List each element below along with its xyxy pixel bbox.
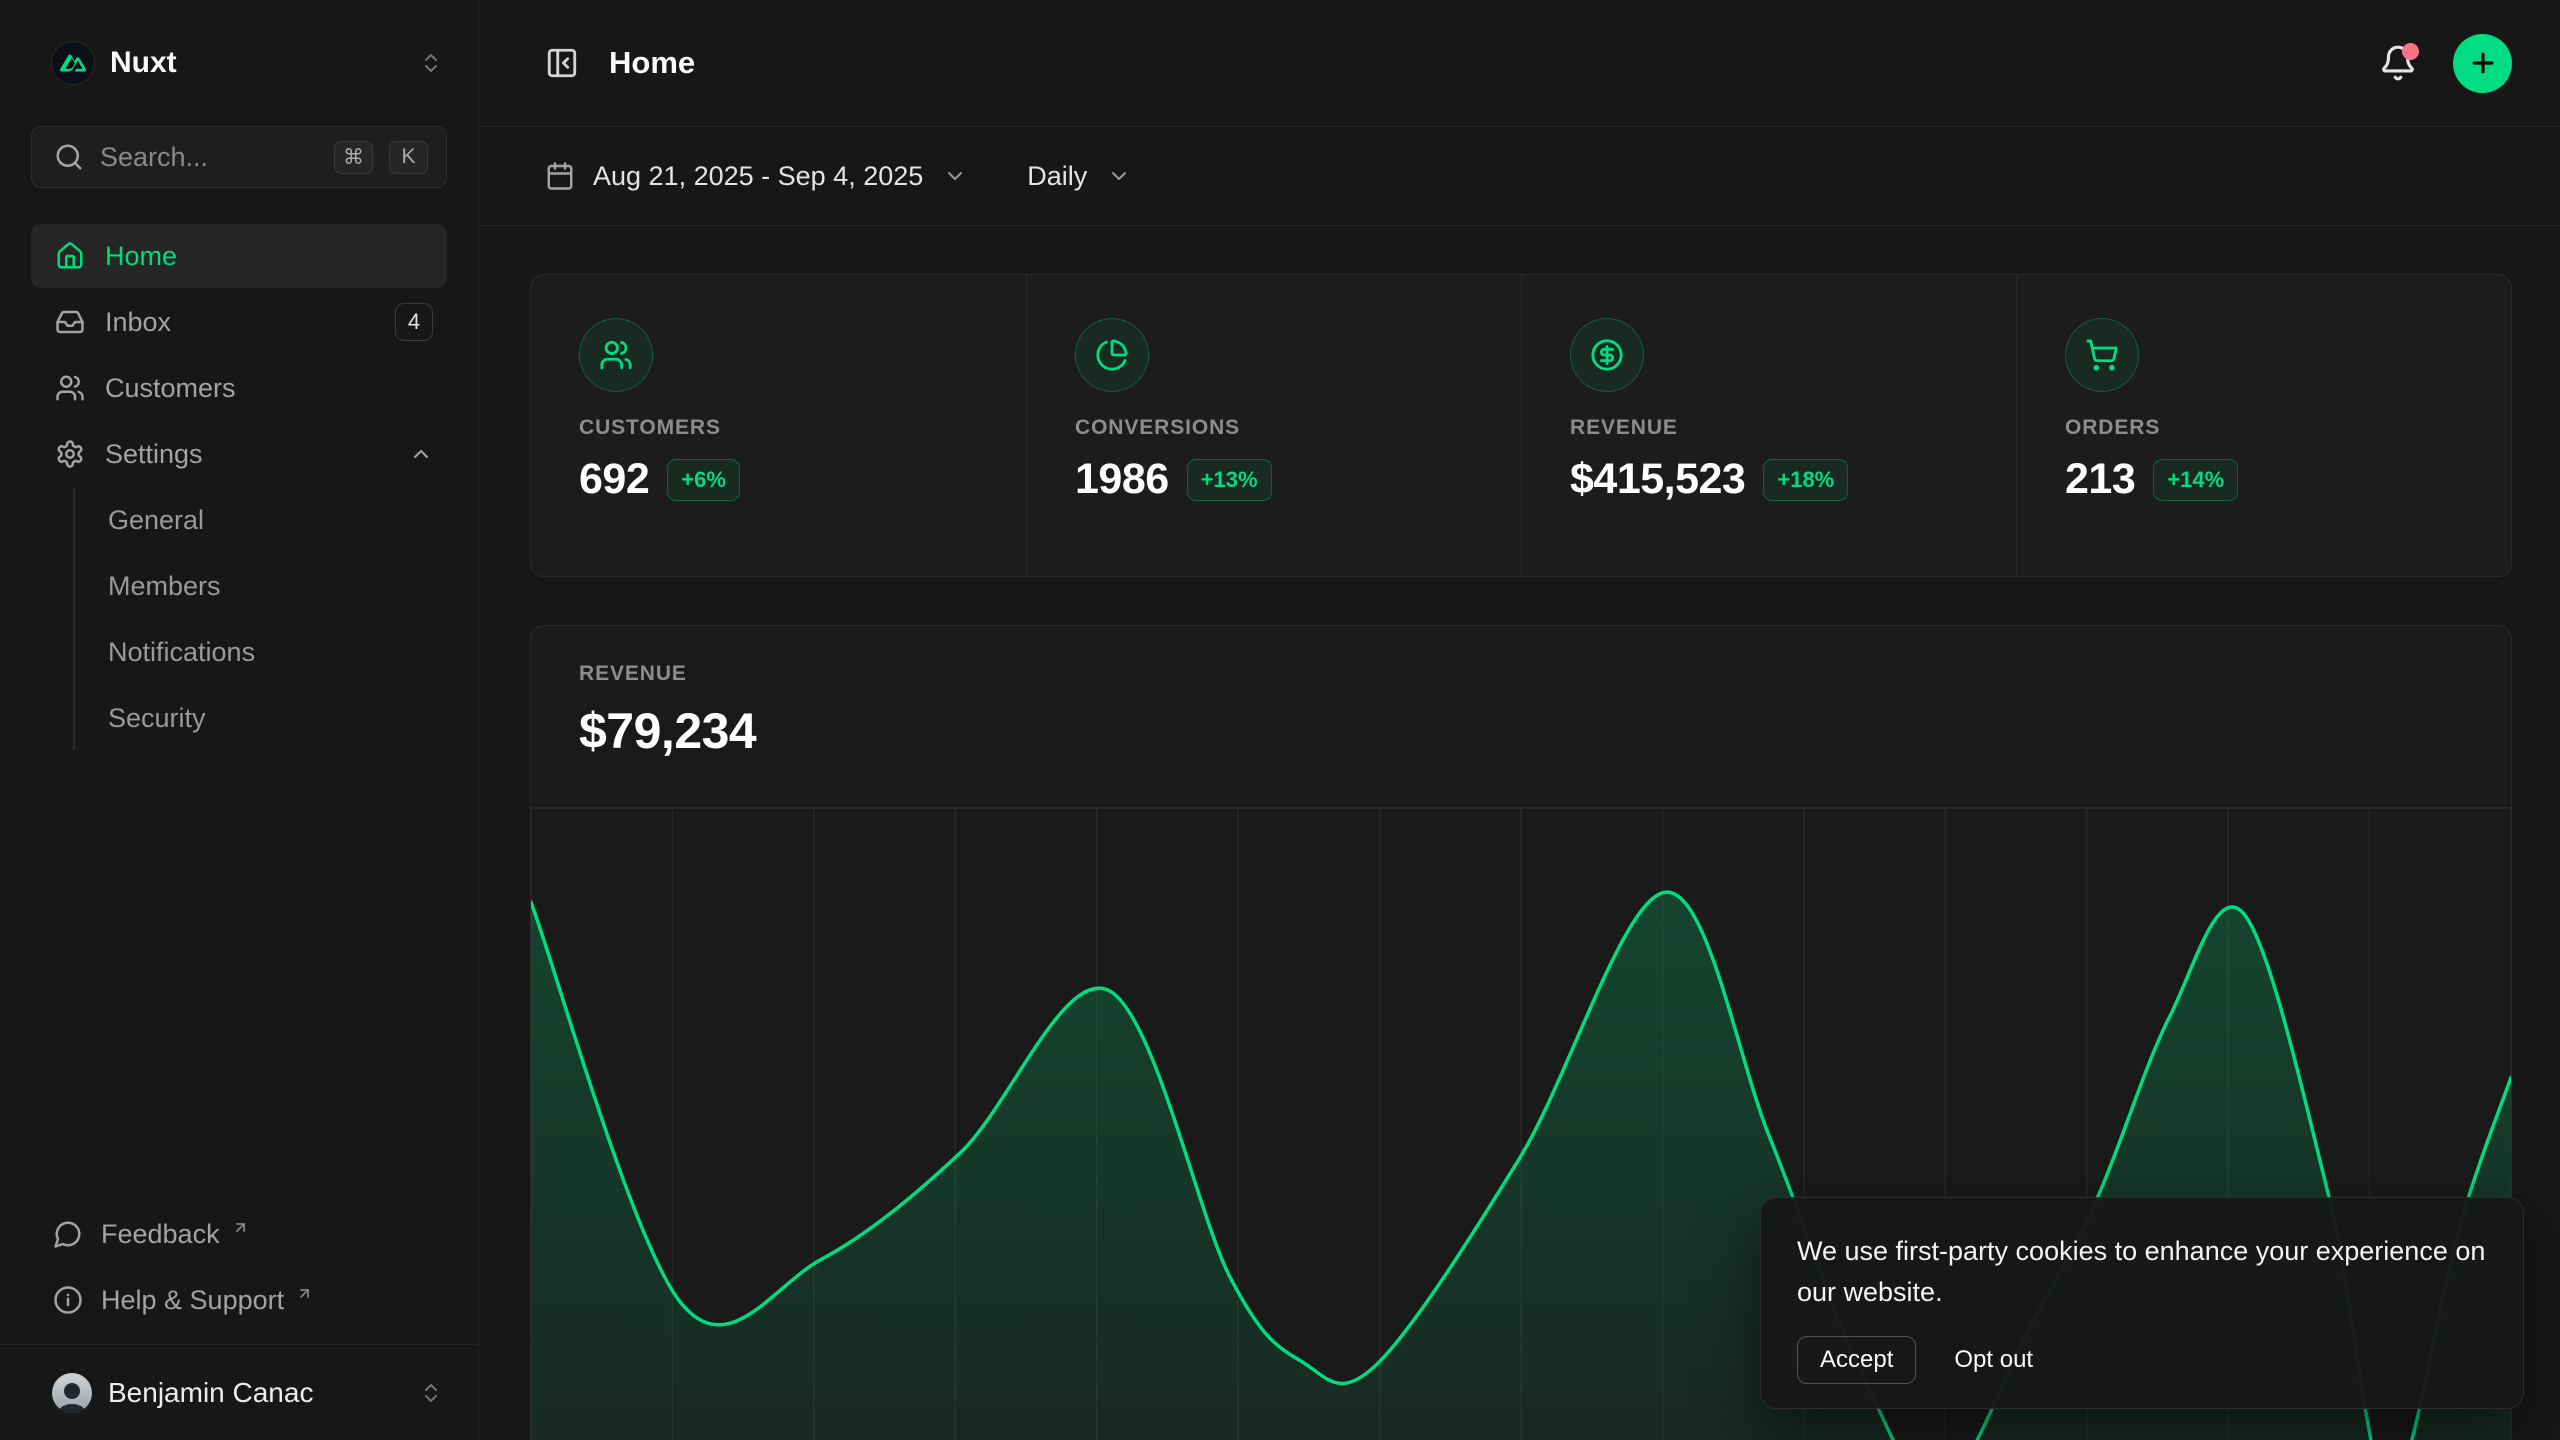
feedback-label: Feedback	[101, 1219, 220, 1250]
sidebar-nav: Home Inbox 4 Customers Settings General …	[31, 224, 447, 752]
user-menu[interactable]: Benjamin Canac	[31, 1345, 447, 1440]
info-circle-icon	[53, 1285, 83, 1315]
gear-icon	[55, 439, 85, 469]
granularity-select[interactable]: Daily	[1027, 161, 1131, 192]
collapse-sidebar-icon[interactable]	[545, 46, 579, 80]
sidebar: Nuxt Search... ⌘ K Home Inbox 4 Customer…	[0, 0, 479, 1440]
subnav-label: Members	[108, 571, 221, 602]
date-range-picker[interactable]: Aug 21, 2025 - Sep 4, 2025	[545, 161, 967, 192]
granularity-value: Daily	[1027, 161, 1087, 192]
message-circle-icon	[53, 1219, 83, 1249]
settings-subnav: General Members Notifications Security	[73, 488, 447, 750]
filters-toolbar: Aug 21, 2025 - Sep 4, 2025 Daily	[479, 127, 2560, 226]
sidebar-item-members[interactable]: Members	[106, 554, 447, 618]
optout-cookies-button[interactable]: Opt out	[1954, 1346, 2033, 1374]
subnav-label: Notifications	[108, 637, 255, 668]
user-name: Benjamin Canac	[108, 1377, 403, 1409]
search-placeholder: Search...	[100, 142, 318, 173]
stat-card-conversions: CONVERSIONS 1986 +13%	[1026, 275, 1521, 576]
sidebar-item-customers[interactable]: Customers	[31, 356, 447, 420]
external-link-arrow-icon	[232, 1219, 249, 1236]
notifications-button[interactable]	[2379, 44, 2417, 82]
avatar	[52, 1373, 92, 1413]
stat-label: ORDERS	[2065, 416, 2475, 440]
users-icon	[55, 373, 85, 403]
stat-card-customers: CUSTOMERS 692 +6%	[531, 275, 1026, 576]
chart-header: REVENUE $79,234	[531, 626, 2511, 760]
inbox-count-badge: 4	[395, 303, 433, 341]
chevrons-up-down-icon	[419, 51, 443, 75]
sidebar-item-label: Inbox	[105, 307, 171, 338]
help-support-label: Help & Support	[101, 1285, 284, 1316]
sidebar-item-label: Home	[105, 241, 177, 272]
external-link-arrow-icon	[296, 1285, 313, 1302]
kbd-command: ⌘	[334, 141, 373, 174]
sidebar-item-general[interactable]: General	[106, 488, 447, 552]
cookie-actions: Accept Opt out	[1797, 1336, 2487, 1384]
subnav-label: General	[108, 505, 204, 536]
date-range-value: Aug 21, 2025 - Sep 4, 2025	[593, 161, 923, 192]
chevron-down-icon	[943, 164, 967, 188]
sidebar-item-home[interactable]: Home	[31, 224, 447, 288]
cookie-banner: We use first-party cookies to enhance yo…	[1760, 1197, 2524, 1409]
search-input[interactable]: Search... ⌘ K	[31, 126, 447, 188]
sidebar-item-label: Settings	[105, 439, 203, 470]
home-icon	[55, 241, 85, 271]
cookie-message: We use first-party cookies to enhance yo…	[1797, 1231, 2487, 1312]
stat-value: $415,523	[1570, 455, 1745, 504]
chart-total-value: $79,234	[579, 702, 2511, 760]
notification-dot	[2402, 43, 2419, 60]
sidebar-item-label: Customers	[105, 373, 236, 404]
stat-label: REVENUE	[1570, 416, 1980, 440]
shopping-cart-icon	[2065, 318, 2139, 392]
nuxt-logo-icon	[52, 42, 94, 84]
add-button[interactable]	[2453, 34, 2512, 93]
accept-cookies-button[interactable]: Accept	[1797, 1336, 1916, 1384]
users-icon	[579, 318, 653, 392]
search-icon	[54, 142, 84, 172]
subnav-label: Security	[108, 703, 206, 734]
workspace-name: Nuxt	[110, 46, 403, 80]
calendar-icon	[545, 161, 575, 191]
stat-label: CONVERSIONS	[1075, 416, 1485, 440]
sidebar-item-settings[interactable]: Settings	[31, 422, 447, 486]
chevron-up-icon	[409, 442, 433, 466]
stat-delta-badge: +13%	[1187, 459, 1272, 501]
chevrons-up-down-icon	[419, 1381, 443, 1405]
workspace-switcher[interactable]: Nuxt	[31, 40, 447, 86]
stat-delta-badge: +14%	[2153, 459, 2238, 501]
header-actions	[2379, 34, 2512, 93]
kbd-k: K	[389, 141, 428, 174]
feedback-link[interactable]: Feedback	[31, 1202, 447, 1266]
stat-card-revenue: REVENUE $415,523 +18%	[1521, 275, 2016, 576]
sidebar-spacer	[31, 752, 447, 1202]
stat-delta-badge: +18%	[1763, 459, 1848, 501]
plus-icon	[2468, 48, 2498, 78]
stat-delta-badge: +6%	[667, 459, 740, 501]
chart-title: REVENUE	[579, 662, 2511, 686]
stat-value: 1986	[1075, 455, 1169, 504]
stat-card-orders: ORDERS 213 +14%	[2016, 275, 2511, 576]
app-root: Nuxt Search... ⌘ K Home Inbox 4 Customer…	[0, 0, 2560, 1440]
inbox-icon	[55, 307, 85, 337]
stats-row: CUSTOMERS 692 +6% CONVERSIONS 1986 +13%	[530, 274, 2512, 577]
sidebar-item-inbox[interactable]: Inbox 4	[31, 290, 447, 354]
chevron-down-icon	[1107, 164, 1131, 188]
sidebar-item-security[interactable]: Security	[106, 686, 447, 750]
stat-value: 692	[579, 455, 649, 504]
pie-chart-icon	[1075, 318, 1149, 392]
stat-value: 213	[2065, 455, 2135, 504]
sidebar-item-notifications[interactable]: Notifications	[106, 620, 447, 684]
stat-label: CUSTOMERS	[579, 416, 990, 440]
help-support-link[interactable]: Help & Support	[31, 1268, 447, 1332]
sidebar-footer: Feedback Help & Support	[31, 1202, 447, 1334]
circle-dollar-icon	[1570, 318, 1644, 392]
main-header: Home	[479, 0, 2560, 127]
page-title: Home	[609, 45, 695, 81]
